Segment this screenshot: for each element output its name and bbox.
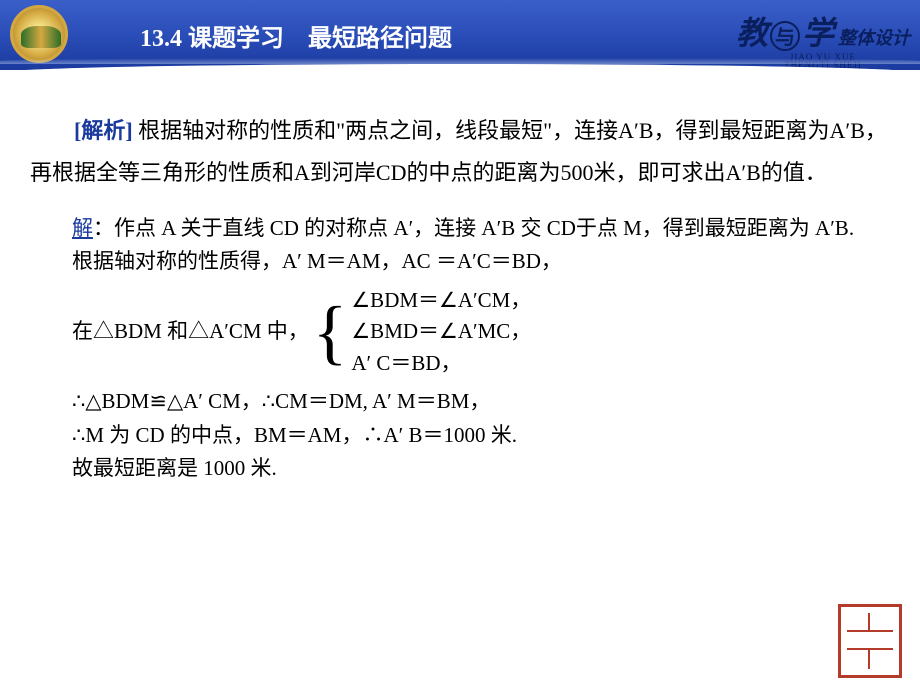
solution-line5: ∴M 为 CD 的中点，BM＝AM，∴A′ B＝1000 米.: [30, 419, 890, 453]
solution-line4: ∴△BDM≌△A′ CM，∴CM＝DM, A′ M＝BM，: [30, 385, 890, 419]
brand-main: 教 与 学 整体设计: [736, 8, 910, 54]
brand-sub: 整体设计: [838, 24, 910, 50]
solution-line1: 解：作点 A 关于直线 CD 的对称点 A′，连接 A′B 交 CD于点 M，得…: [30, 212, 890, 246]
globe-icon: [10, 5, 68, 63]
case3: A′ C＝BD，: [351, 348, 531, 380]
stamp-row1: [847, 613, 893, 632]
solution-label: 解: [72, 216, 93, 240]
brand-amp: 与: [770, 21, 800, 51]
stamp-row2: [847, 632, 893, 651]
header-wave-decoration: [0, 64, 920, 82]
case1: ∠BDM＝∠A′CM，: [351, 285, 531, 317]
analysis-text: 根据轴对称的性质和"两点之间，线段最短"，连接A′B，得到最短距离为A′B，再根…: [30, 118, 887, 185]
left-brace-icon: {: [313, 300, 348, 365]
corner-stamp-icon: [838, 604, 902, 678]
brand-char1: 教: [736, 8, 768, 54]
brace-row: 在△BDM 和△A′CM 中， { ∠BDM＝∠A′CM， ∠BMD＝∠A′MC…: [30, 285, 890, 380]
stamp-row3: [847, 650, 893, 669]
stamp-inner: [847, 613, 893, 669]
solution-line2: 根据轴对称的性质得，A′ M＝AM，AC ＝A′C＝BD，: [30, 245, 890, 279]
header-logo: [10, 5, 110, 65]
analysis-paragraph: [解析] 根据轴对称的性质和"两点之间，线段最短"，连接A′B，得到最短距离为A…: [30, 110, 890, 194]
brace-cases: ∠BDM＝∠A′CM， ∠BMD＝∠A′MC， A′ C＝BD，: [351, 285, 531, 380]
brace-intro: 在△BDM 和△A′CM 中，: [30, 315, 309, 349]
analysis-label: [解析]: [74, 118, 133, 143]
case2: ∠BMD＝∠A′MC，: [351, 316, 531, 348]
solution-block: 解：作点 A 关于直线 CD 的对称点 A′，连接 A′B 交 CD于点 M，得…: [30, 212, 890, 486]
slide-content: [解析] 根据轴对称的性质和"两点之间，线段最短"，连接A′B，得到最短距离为A…: [0, 70, 920, 506]
slide-header: 13.4 课题学习 最短路径问题 教 与 学 整体设计 JIAO YU XUE …: [0, 0, 920, 70]
solution-line6: 故最短距离是 1000 米.: [30, 452, 890, 486]
solution-line1-text: ：作点 A 关于直线 CD 的对称点 A′，连接 A′B 交 CD于点 M，得到…: [93, 216, 854, 240]
brand-char2: 学: [802, 8, 834, 54]
